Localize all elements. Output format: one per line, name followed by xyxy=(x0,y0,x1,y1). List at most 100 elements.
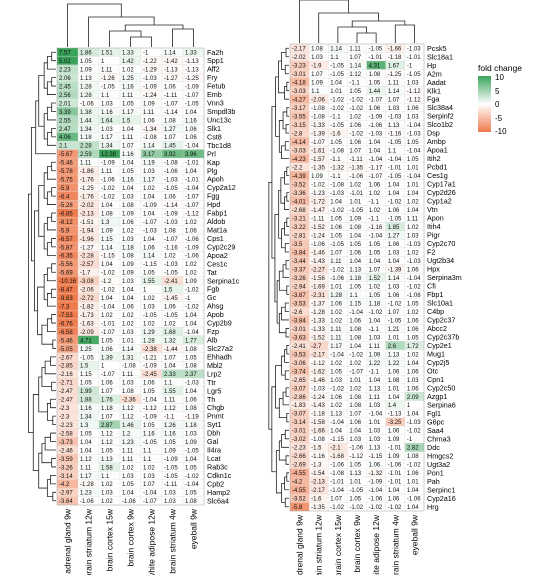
cell-value-label: -1.09 xyxy=(164,457,178,463)
gene-row-label: Cps1 xyxy=(207,234,224,243)
cell-value-label: 1.07 xyxy=(311,72,323,78)
dendrogram-link xyxy=(172,28,194,47)
cell-value-label: 1.23 xyxy=(80,491,92,497)
cell-value-label: 1.01 xyxy=(388,386,400,392)
cell-value-label: 1.52 xyxy=(369,276,381,282)
cell-value-label: 1.11 xyxy=(122,448,134,454)
cell-value-label: -1 xyxy=(185,296,191,302)
cell-value-label: -1.05 xyxy=(101,84,115,90)
gene-row-label: Fga xyxy=(427,95,439,104)
cell-value-label: 1.11 xyxy=(80,161,92,167)
cell-value-label: -1.12 xyxy=(407,89,421,95)
cell-value-label: -3.14 xyxy=(292,420,306,426)
cell-value-label: 1.42 xyxy=(122,59,134,65)
cell-value-label: -1.13 xyxy=(185,68,199,74)
cell-value-label: -2.1 xyxy=(330,446,341,452)
cell-value-label: 1.16 xyxy=(122,152,134,158)
cell-value-label: -1.02 xyxy=(101,186,115,192)
cell-value-label: -1.83 xyxy=(292,403,306,409)
gene-row-label: Hrg xyxy=(427,502,439,511)
cell-value-label: -1.13 xyxy=(164,68,178,74)
cell-value-label: -1.02 xyxy=(407,429,421,435)
dendrogram-link xyxy=(51,381,56,392)
gene-row-label: Aadat xyxy=(427,78,446,87)
cell-value-label: -1.01 xyxy=(185,178,199,184)
cell-value-label: 1.05 xyxy=(143,389,155,395)
cell-value-label: -2.97 xyxy=(59,491,73,497)
cell-value-label: 1.15 xyxy=(101,237,113,243)
dendrogram-link xyxy=(280,177,285,204)
column-label: brain striatum 12w xyxy=(84,508,94,575)
dendrogram-link xyxy=(52,491,56,502)
cell-value-label: -2.13 xyxy=(80,211,94,217)
cell-value-label: 1.07 xyxy=(330,250,342,256)
column-label: white adipose 12w xyxy=(147,508,157,575)
cell-value-label: -1.01 xyxy=(388,166,402,172)
cell-value-label: -1.08 xyxy=(311,115,325,121)
cell-value-label: -1.05 xyxy=(185,101,199,107)
cell-value-label: 1.01 xyxy=(349,480,361,486)
cell-value-label: 1.02 xyxy=(143,321,155,327)
cell-value-label: 1.05 xyxy=(407,157,419,163)
dendrogram-link xyxy=(286,166,289,177)
cell-value-label: 1.06 xyxy=(388,369,400,375)
cell-value-label: 1.06 xyxy=(330,225,342,231)
cell-value-label: -1.02 xyxy=(101,194,115,200)
cell-value-label: 1.02 xyxy=(407,310,419,316)
cell-value-label: -1.66 xyxy=(311,429,325,435)
cell-value-label: 1.02 xyxy=(407,250,419,256)
cell-value-label: 1.01 xyxy=(369,420,381,426)
cell-value-label: -1.46 xyxy=(311,250,325,256)
cell-value-label: -10.16 xyxy=(59,279,77,285)
cell-value-label: 1.06 xyxy=(349,250,361,256)
column-label: brain cortex 9w xyxy=(126,508,136,566)
cell-value-label: -1.26 xyxy=(101,76,115,82)
gene-row-label: Cyp2a16 xyxy=(427,494,456,503)
cell-value-label: 1.16 xyxy=(122,84,134,90)
cell-value-label: 1.13 xyxy=(80,76,92,82)
cell-value-label: -1.3 xyxy=(311,463,322,469)
gene-row-label: Mat1a xyxy=(207,225,227,234)
gene-row-label: Ugt3a2 xyxy=(427,460,450,469)
cell-value-label: -5.87 xyxy=(59,245,73,251)
cell-value-label: -1.06 xyxy=(122,499,136,505)
dendrogram-link xyxy=(37,286,45,336)
cell-value-label: 1.04 xyxy=(185,321,197,327)
cell-value-label: 1.17 xyxy=(330,344,342,350)
cell-value-label: -2.28 xyxy=(80,254,94,260)
cell-value-label: 1.05 xyxy=(185,355,197,361)
cell-value-label: -1.04 xyxy=(185,144,199,150)
cell-value-label: 1.28 xyxy=(80,84,92,90)
cell-value-label: -1.03 xyxy=(407,259,421,265)
cell-value-label: -3.01 xyxy=(292,72,306,78)
cell-value-label: 1.05 xyxy=(349,284,361,290)
cell-value-label: 1.04 xyxy=(369,318,381,324)
cell-value-label: 1.27 xyxy=(388,233,400,239)
cell-value-label: -3.36 xyxy=(292,191,306,197)
cell-value-label: 1.06 xyxy=(330,301,342,307)
cell-value-label: 1.03 xyxy=(185,431,197,437)
gene-row-label: Chrna3 xyxy=(427,434,451,443)
gene-row-label: Cfi xyxy=(427,282,436,291)
cell-value-label: -8.47 xyxy=(59,288,73,294)
cell-value-label: -1.16 xyxy=(369,225,383,231)
cell-value-label: 1.11 xyxy=(388,81,400,87)
cell-value-label: -1.11 xyxy=(164,482,178,488)
cell-value-label: -1.07 xyxy=(164,237,178,243)
gene-row-label: Slc38a4 xyxy=(427,103,453,112)
cell-value-label: -1.03 xyxy=(407,47,421,53)
cell-value-label: -1.09 xyxy=(143,364,157,370)
gene-row-label: Cyp17a1 xyxy=(427,180,456,189)
cell-value-label: -1.05 xyxy=(330,64,344,70)
cell-value-label: 1.09 xyxy=(101,228,113,234)
cell-value-label: 1.05 xyxy=(407,335,419,341)
gene-row-label: Slc6a4 xyxy=(207,496,229,505)
dendrogram-link xyxy=(50,356,56,366)
cell-value-label: 2.01 xyxy=(59,101,71,107)
cell-value-label: -1.03 xyxy=(311,386,325,392)
cell-value-label: -1.45 xyxy=(164,296,178,302)
cell-value-label: 1.03 xyxy=(143,169,155,175)
cell-value-label: 1.04 xyxy=(388,182,400,188)
cell-value-label: -2.3 xyxy=(59,415,70,421)
cell-value-label: 1.06 xyxy=(407,267,419,273)
